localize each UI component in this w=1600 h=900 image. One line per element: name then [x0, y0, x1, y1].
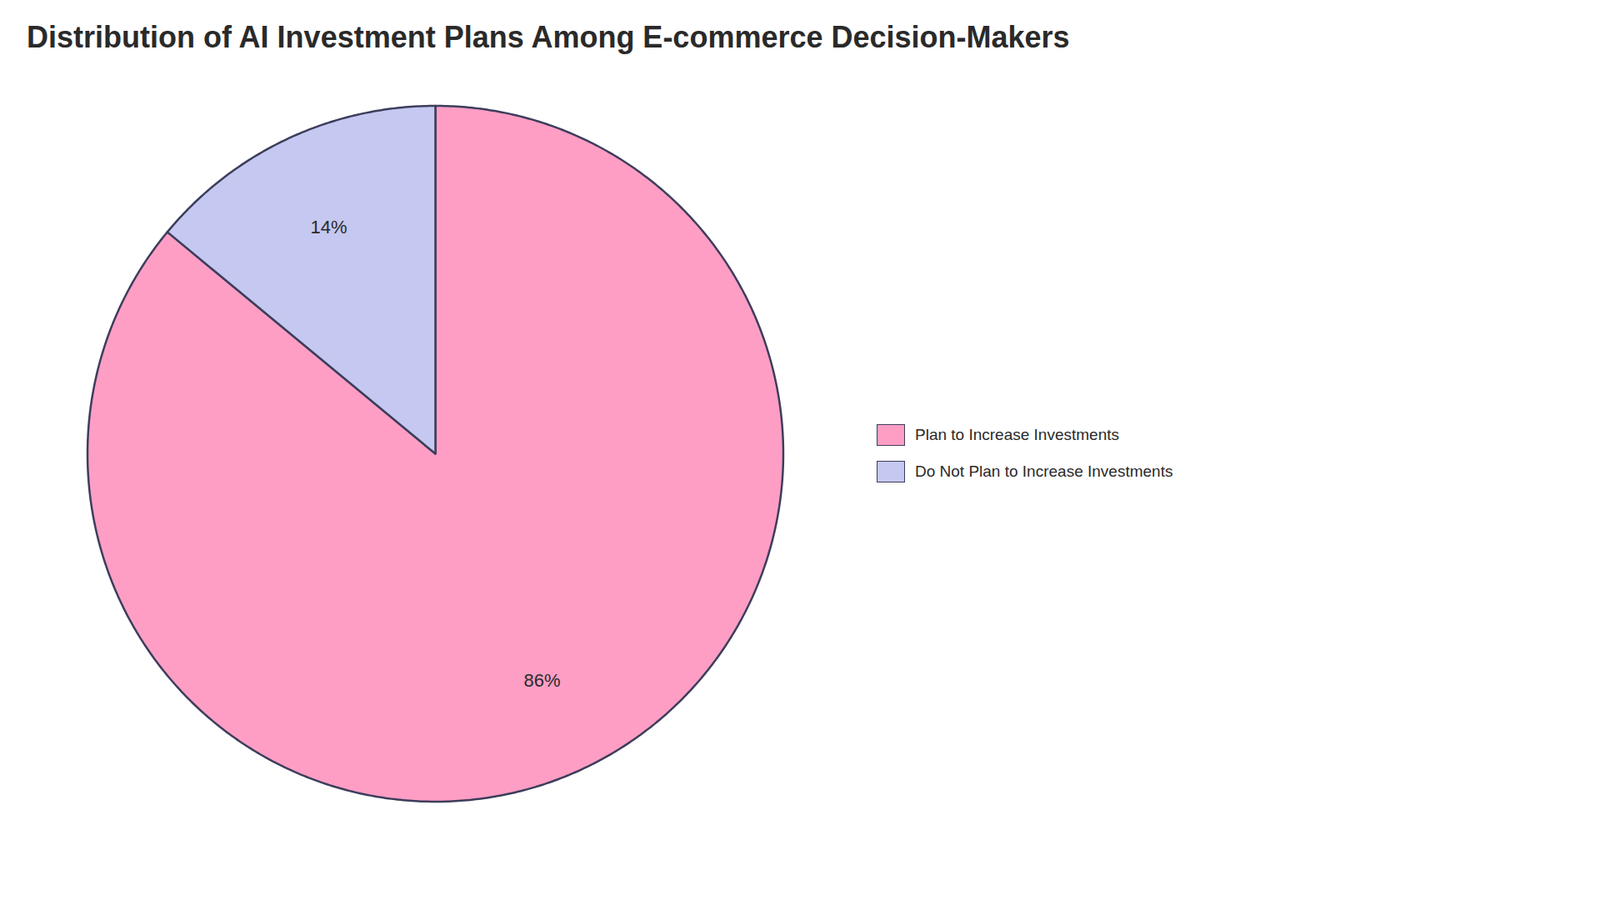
svg-text:14%: 14%: [310, 216, 347, 238]
html-text:Do Not Plan to Increase Invest: Do Not Plan to Increase Investments: [915, 462, 1173, 480]
html-text:Plan to Increase Investments: Plan to Increase Investments: [915, 425, 1120, 444]
svg-text:86%: 86%: [523, 670, 560, 691]
html-text:Distribution of AI Investment: Distribution of AI Investment Plans Amon…: [26, 20, 1070, 55]
